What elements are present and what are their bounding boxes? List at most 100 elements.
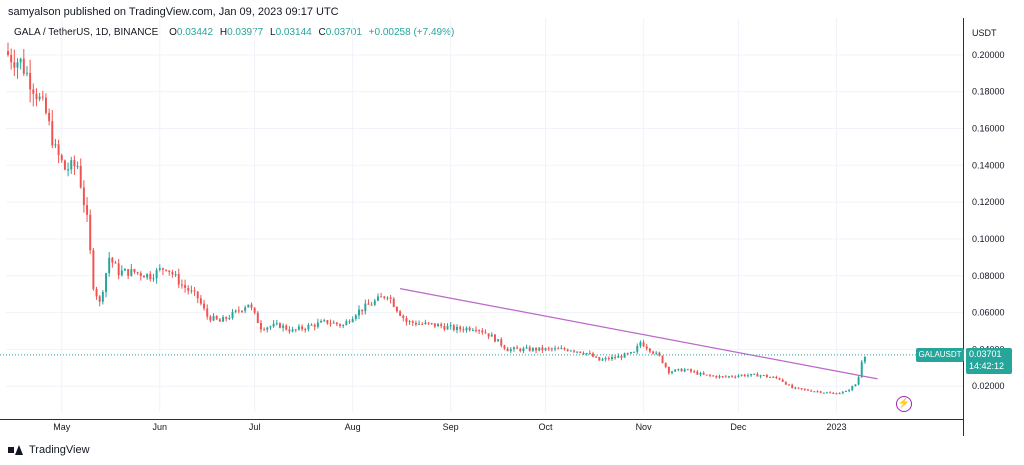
candle-body <box>149 273 152 280</box>
candle-body <box>765 375 768 377</box>
candle-body <box>788 384 791 386</box>
candle-body <box>7 51 9 56</box>
candle-body <box>199 298 202 304</box>
candle-body <box>753 373 756 375</box>
candle-body <box>848 390 851 392</box>
candle-body <box>557 348 560 350</box>
candle-body <box>259 323 262 330</box>
candle-body <box>860 361 863 378</box>
last-price-badge: GALAUSDT 0.03701 14:42:12 <box>916 348 1014 374</box>
x-tick-label: May <box>53 422 71 432</box>
legend-close-label: C <box>318 27 326 38</box>
candle-body <box>196 291 199 299</box>
candle-body <box>16 62 19 68</box>
candle-body <box>658 352 661 356</box>
candle-body <box>500 339 503 346</box>
candle-body <box>829 392 832 394</box>
candle-body <box>92 250 95 289</box>
candle-body <box>595 356 598 358</box>
candle-body <box>715 375 718 378</box>
candle-body <box>854 384 857 387</box>
candle-body <box>813 391 816 393</box>
candle-body <box>708 374 711 376</box>
candle-body <box>614 357 617 359</box>
candle-body <box>727 376 730 378</box>
x-tick-label: 2023 <box>826 422 846 432</box>
candle-body <box>465 327 468 331</box>
candle-body <box>519 348 522 352</box>
candle-body <box>636 345 639 352</box>
candle-body <box>743 374 746 377</box>
candle-body <box>626 353 629 355</box>
candle-body <box>329 323 332 325</box>
candle-body <box>772 376 775 378</box>
candle-body <box>142 275 145 278</box>
candle-body <box>538 347 541 351</box>
candle-body <box>253 307 256 313</box>
candle-body <box>307 324 310 330</box>
publisher-header: samyalson published on TradingView.com, … <box>8 6 339 18</box>
candle-body <box>339 324 341 326</box>
candle-body <box>769 376 772 378</box>
candle-body <box>13 62 16 68</box>
candle-body <box>810 390 813 392</box>
candle-body <box>528 347 531 351</box>
candle-body <box>680 368 683 372</box>
candle-body <box>452 325 455 331</box>
lightning-icon[interactable]: ⚡ <box>896 396 912 412</box>
candle-body <box>683 369 686 372</box>
y-tick-label: 0.12000 <box>972 197 1005 207</box>
candle-body <box>180 284 183 286</box>
candle-body <box>301 326 304 330</box>
candle-body <box>335 322 338 325</box>
candle-body <box>184 284 187 288</box>
candle-body <box>44 97 47 113</box>
candle-body <box>563 348 566 350</box>
candle-body <box>389 297 392 299</box>
candle-body <box>652 351 655 354</box>
legend-high-label: H <box>219 27 228 38</box>
legend-high: 0.03977 <box>227 27 264 38</box>
candle-body <box>165 269 168 271</box>
chart-overlay <box>0 288 963 380</box>
candle-body <box>604 358 607 360</box>
candle-body <box>35 93 38 100</box>
candle-body <box>263 329 266 331</box>
candle-body <box>800 388 803 390</box>
candle-body <box>825 392 828 394</box>
candle-body <box>427 322 430 324</box>
candle-body <box>468 327 471 331</box>
candle-body <box>411 321 414 323</box>
candle-body <box>332 322 335 324</box>
candle-body <box>392 298 395 307</box>
candle-body <box>481 330 484 333</box>
candle-body <box>237 310 240 312</box>
candle-body <box>750 373 753 376</box>
candle-body <box>677 368 680 370</box>
candle-body <box>762 375 765 377</box>
candle-body <box>383 296 386 298</box>
candle-body <box>79 166 82 188</box>
candle-body <box>395 306 398 312</box>
candle-body <box>734 376 737 378</box>
legend-close: 0.03701 <box>325 27 362 38</box>
candle-body <box>718 376 721 378</box>
candle-body <box>478 330 481 332</box>
y-tick-label: 0.14000 <box>972 160 1005 170</box>
legend-open: 0.03442 <box>176 27 214 38</box>
candle-body <box>544 348 547 351</box>
candle-body <box>380 296 383 298</box>
candle-body <box>497 339 500 342</box>
candle-body <box>857 377 860 385</box>
candle-body <box>816 391 819 393</box>
candle-body <box>642 342 645 347</box>
candle-body <box>705 374 708 376</box>
candle-body <box>822 392 825 394</box>
candle-body <box>361 309 364 312</box>
candle-body <box>323 320 326 322</box>
candle-body <box>446 326 449 330</box>
candle-body <box>278 323 281 328</box>
candle-body <box>699 372 702 375</box>
candle-body <box>421 323 424 325</box>
